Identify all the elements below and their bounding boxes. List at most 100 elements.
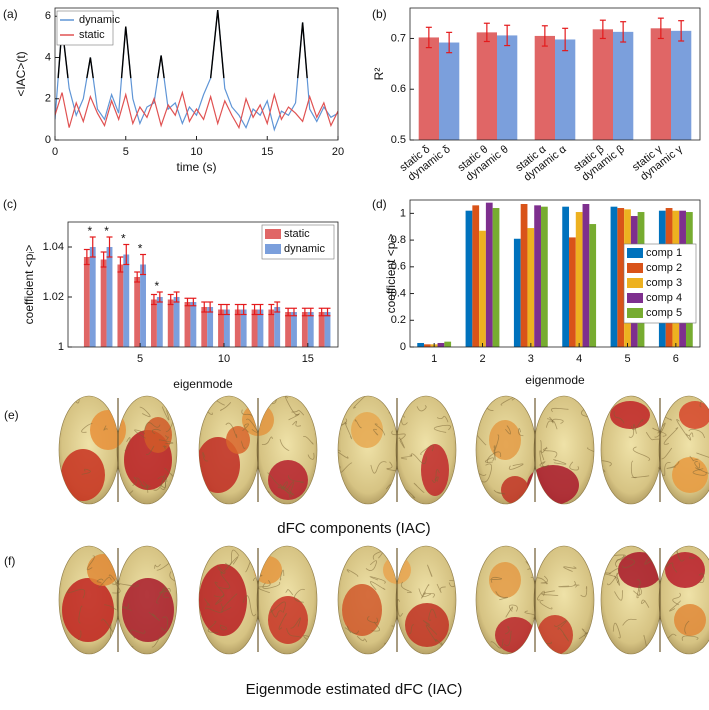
brain-image — [198, 545, 318, 655]
bar — [575, 212, 583, 347]
y-tick-label: 4 — [45, 51, 51, 63]
error-bar — [100, 251, 107, 268]
legend-swatch — [627, 263, 643, 273]
bar — [534, 205, 541, 347]
error-bar — [134, 271, 141, 283]
sulcus — [104, 604, 117, 611]
sulcus — [400, 454, 413, 460]
x-tick-label: 0 — [52, 146, 58, 158]
sulcus — [153, 474, 168, 491]
sulcus — [134, 429, 146, 439]
sulcus — [637, 585, 642, 597]
bar — [318, 312, 325, 347]
error-bar — [541, 25, 548, 47]
sulcus — [622, 618, 637, 626]
activation-patch — [421, 444, 449, 496]
y-axis-label: coefficient <pᵢ> — [22, 245, 36, 325]
significance-marker: * — [121, 232, 126, 246]
bar — [527, 228, 535, 347]
error-bar — [156, 291, 163, 303]
error-bar — [324, 307, 331, 317]
sulcus — [384, 642, 393, 654]
y-tick-label: 0.4 — [391, 287, 406, 299]
sulcus — [204, 598, 210, 607]
bar — [301, 312, 308, 347]
y-tick-label: 0.7 — [391, 32, 406, 44]
sulcus — [290, 617, 301, 629]
sulcus — [344, 421, 353, 440]
bar — [324, 312, 331, 347]
sulcus — [433, 424, 451, 433]
sulcus — [557, 627, 569, 642]
bar — [234, 309, 241, 347]
sulcus — [695, 467, 709, 474]
sulcus — [202, 452, 209, 462]
bar — [534, 35, 555, 140]
error-bar — [117, 256, 124, 273]
panel-label: (d) — [372, 197, 387, 211]
error-bar — [285, 307, 292, 317]
sulcus — [288, 413, 300, 421]
legend-box — [56, 10, 114, 46]
sulcus — [569, 461, 579, 471]
sulcus — [586, 443, 594, 454]
axes-frame — [67, 221, 339, 348]
sulcus — [493, 489, 506, 495]
bar — [650, 28, 671, 140]
bar — [613, 31, 634, 140]
sulcus — [614, 573, 620, 586]
sulcus — [270, 601, 286, 614]
sulcus — [279, 569, 285, 581]
sulcus — [580, 586, 588, 598]
sulcus — [422, 620, 431, 627]
plot-marks — [83, 236, 331, 347]
sulcus — [427, 564, 433, 577]
activation-patch — [199, 564, 247, 636]
sulcus — [369, 581, 386, 591]
brain-image — [58, 545, 178, 655]
sulcus — [159, 479, 167, 488]
y-tick-label: 0.8 — [391, 234, 406, 246]
sulcus — [631, 475, 650, 478]
bar — [201, 307, 208, 347]
sulcus — [676, 548, 685, 562]
y-tick-label: 1.04 — [43, 241, 64, 253]
error-bar — [83, 248, 90, 266]
bar — [268, 309, 275, 347]
sulcus — [156, 586, 166, 604]
bar — [117, 264, 124, 347]
bar — [167, 299, 174, 347]
error-bar — [274, 301, 281, 313]
bar — [123, 254, 130, 347]
brain-image — [475, 545, 595, 655]
sulcus — [151, 636, 161, 648]
sulcus — [288, 475, 304, 483]
bar — [251, 309, 258, 347]
sulcus — [145, 445, 155, 455]
legend-label: comp 5 — [646, 307, 682, 319]
bar — [173, 297, 180, 347]
bar — [190, 302, 197, 347]
sulcus — [663, 427, 679, 445]
sulcus — [698, 573, 705, 583]
legend-label: dynamic — [79, 14, 120, 26]
sulcus — [78, 605, 83, 624]
bar — [257, 309, 264, 347]
sulcus — [122, 603, 132, 611]
sulcus — [162, 406, 170, 421]
sulcus — [689, 455, 699, 462]
sulcus — [139, 406, 151, 418]
bar — [617, 208, 625, 347]
sulcus — [428, 608, 437, 621]
x-tick-label: 3 — [528, 353, 534, 365]
sulcus — [543, 447, 558, 458]
bar — [418, 37, 439, 140]
sulcus — [436, 415, 449, 423]
legend-label: dynamic — [284, 243, 325, 255]
brain-image — [475, 395, 595, 505]
sulcus — [160, 616, 169, 631]
bar — [223, 309, 230, 347]
sulcus — [162, 445, 167, 450]
sulcus — [154, 564, 161, 569]
sulcus — [346, 569, 359, 577]
